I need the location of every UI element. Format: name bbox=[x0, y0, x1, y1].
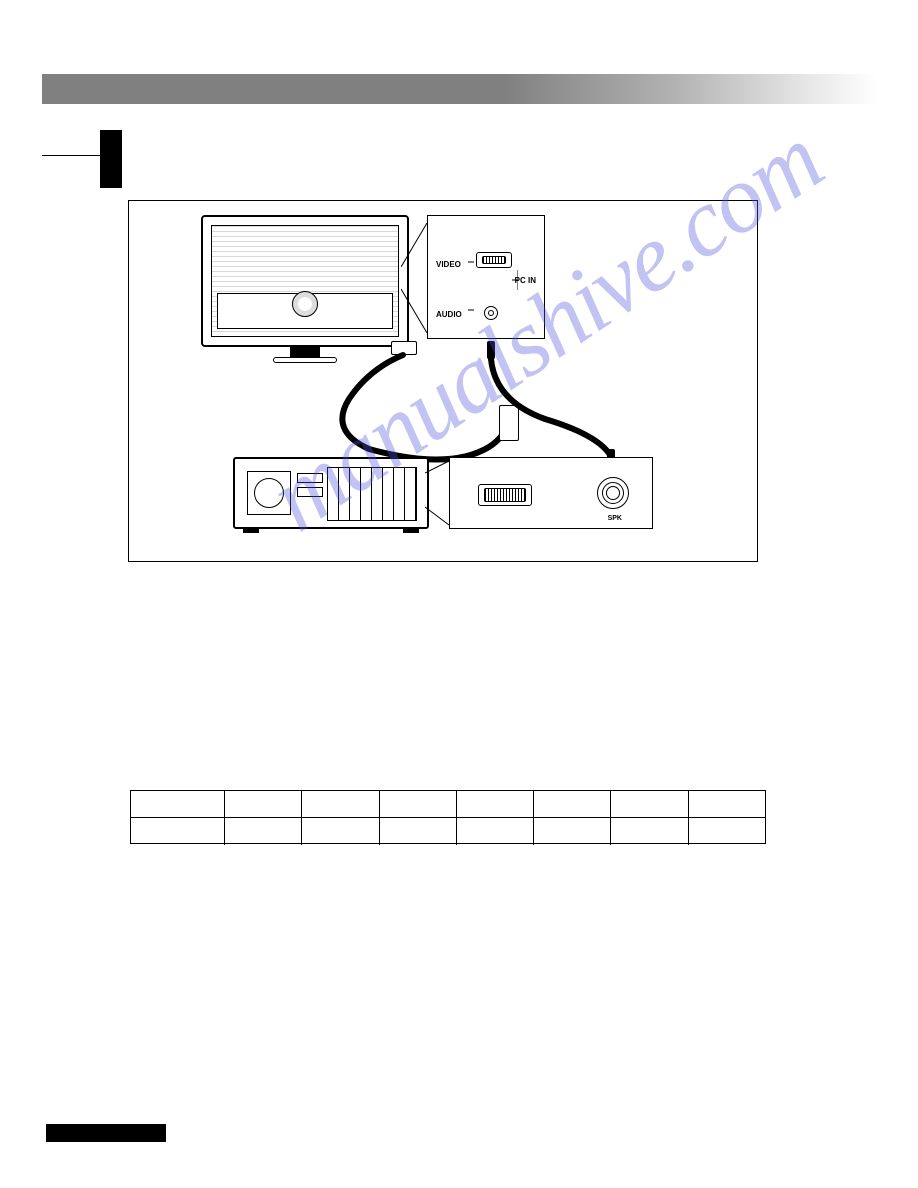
table-row bbox=[131, 791, 765, 818]
vga-output-port-icon bbox=[478, 484, 532, 506]
pc-output-port-panel: SPK bbox=[449, 457, 653, 529]
table-cell bbox=[302, 791, 379, 817]
table-cell bbox=[380, 818, 457, 845]
table-cell bbox=[534, 791, 611, 817]
video-port-label: VIDEO bbox=[436, 260, 461, 269]
table-cell bbox=[457, 818, 534, 845]
table-cell bbox=[689, 791, 765, 817]
audio-port-label: AUDIO bbox=[436, 310, 462, 319]
table-cell bbox=[302, 818, 379, 845]
table-cell bbox=[131, 791, 225, 817]
pc-rear-illustration bbox=[233, 457, 429, 529]
table-cell bbox=[457, 791, 534, 817]
table-cell bbox=[611, 818, 688, 845]
table-cell bbox=[225, 791, 302, 817]
tv-pcin-port-panel: VIDEO AUDIO PC IN bbox=[427, 215, 545, 339]
speaker-output-jack-icon bbox=[602, 482, 624, 504]
table-row bbox=[131, 818, 765, 845]
connection-diagram: VIDEO AUDIO PC IN SPK manualshive.co bbox=[128, 200, 758, 562]
spec-table bbox=[130, 790, 766, 844]
header-gradient-bar bbox=[42, 74, 878, 104]
table-cell bbox=[380, 791, 457, 817]
page-number-bar bbox=[46, 1124, 166, 1142]
table-cell bbox=[131, 818, 225, 845]
section-index-block bbox=[100, 130, 122, 188]
spk-port-label: SPK bbox=[608, 515, 622, 522]
section-rule bbox=[42, 155, 100, 156]
table-cell bbox=[611, 791, 688, 817]
table-cell bbox=[534, 818, 611, 845]
table-cell bbox=[225, 818, 302, 845]
audio-cable bbox=[485, 351, 645, 471]
table-cell bbox=[689, 818, 765, 845]
